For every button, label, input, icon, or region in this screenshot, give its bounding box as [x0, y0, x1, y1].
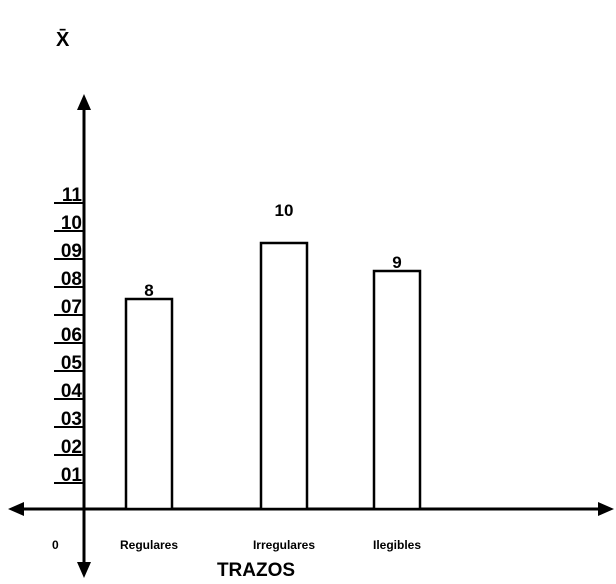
y-tick-label: 04 [61, 381, 83, 402]
x-axis-title: TRAZOS [217, 560, 295, 581]
data-label: 9 [392, 253, 401, 272]
y-axis-arrow-down [77, 562, 91, 578]
y-tick-label: 07 [61, 297, 82, 318]
y-axis-arrow-up [77, 94, 91, 110]
y-tick-label: 01 [61, 465, 83, 486]
y-tick-label: 05 [61, 353, 83, 374]
bar [124, 297, 174, 511]
bar [259, 241, 309, 511]
y-tick-label: 06 [61, 325, 82, 346]
y-tick-label: 10 [61, 213, 82, 234]
y-tick-label: 08 [61, 269, 82, 290]
category-label: Regulares [120, 538, 178, 552]
bars [124, 241, 422, 511]
x-axis-arrow-right [598, 502, 614, 516]
category-label: Irregulares [253, 538, 315, 552]
y-axis-label: X̄ [56, 29, 70, 51]
y-tick-label: 09 [61, 241, 82, 262]
data-labels: 8 10 9 [144, 201, 401, 300]
x-axis-arrow-left [8, 502, 24, 516]
category-labels: Regulares Irregulares Ilegibles [120, 538, 421, 552]
bar [372, 269, 422, 511]
y-tick-labels: 01 02 03 04 05 06 07 08 09 10 11 [54, 185, 84, 486]
y-tick-label: 11 [62, 185, 83, 206]
origin-label: 0 [52, 538, 59, 552]
data-label: 8 [144, 281, 153, 300]
y-tick-label: 02 [61, 437, 82, 458]
category-label: Ilegibles [373, 538, 421, 552]
data-label: 10 [275, 201, 294, 220]
y-tick-label: 03 [61, 409, 82, 430]
